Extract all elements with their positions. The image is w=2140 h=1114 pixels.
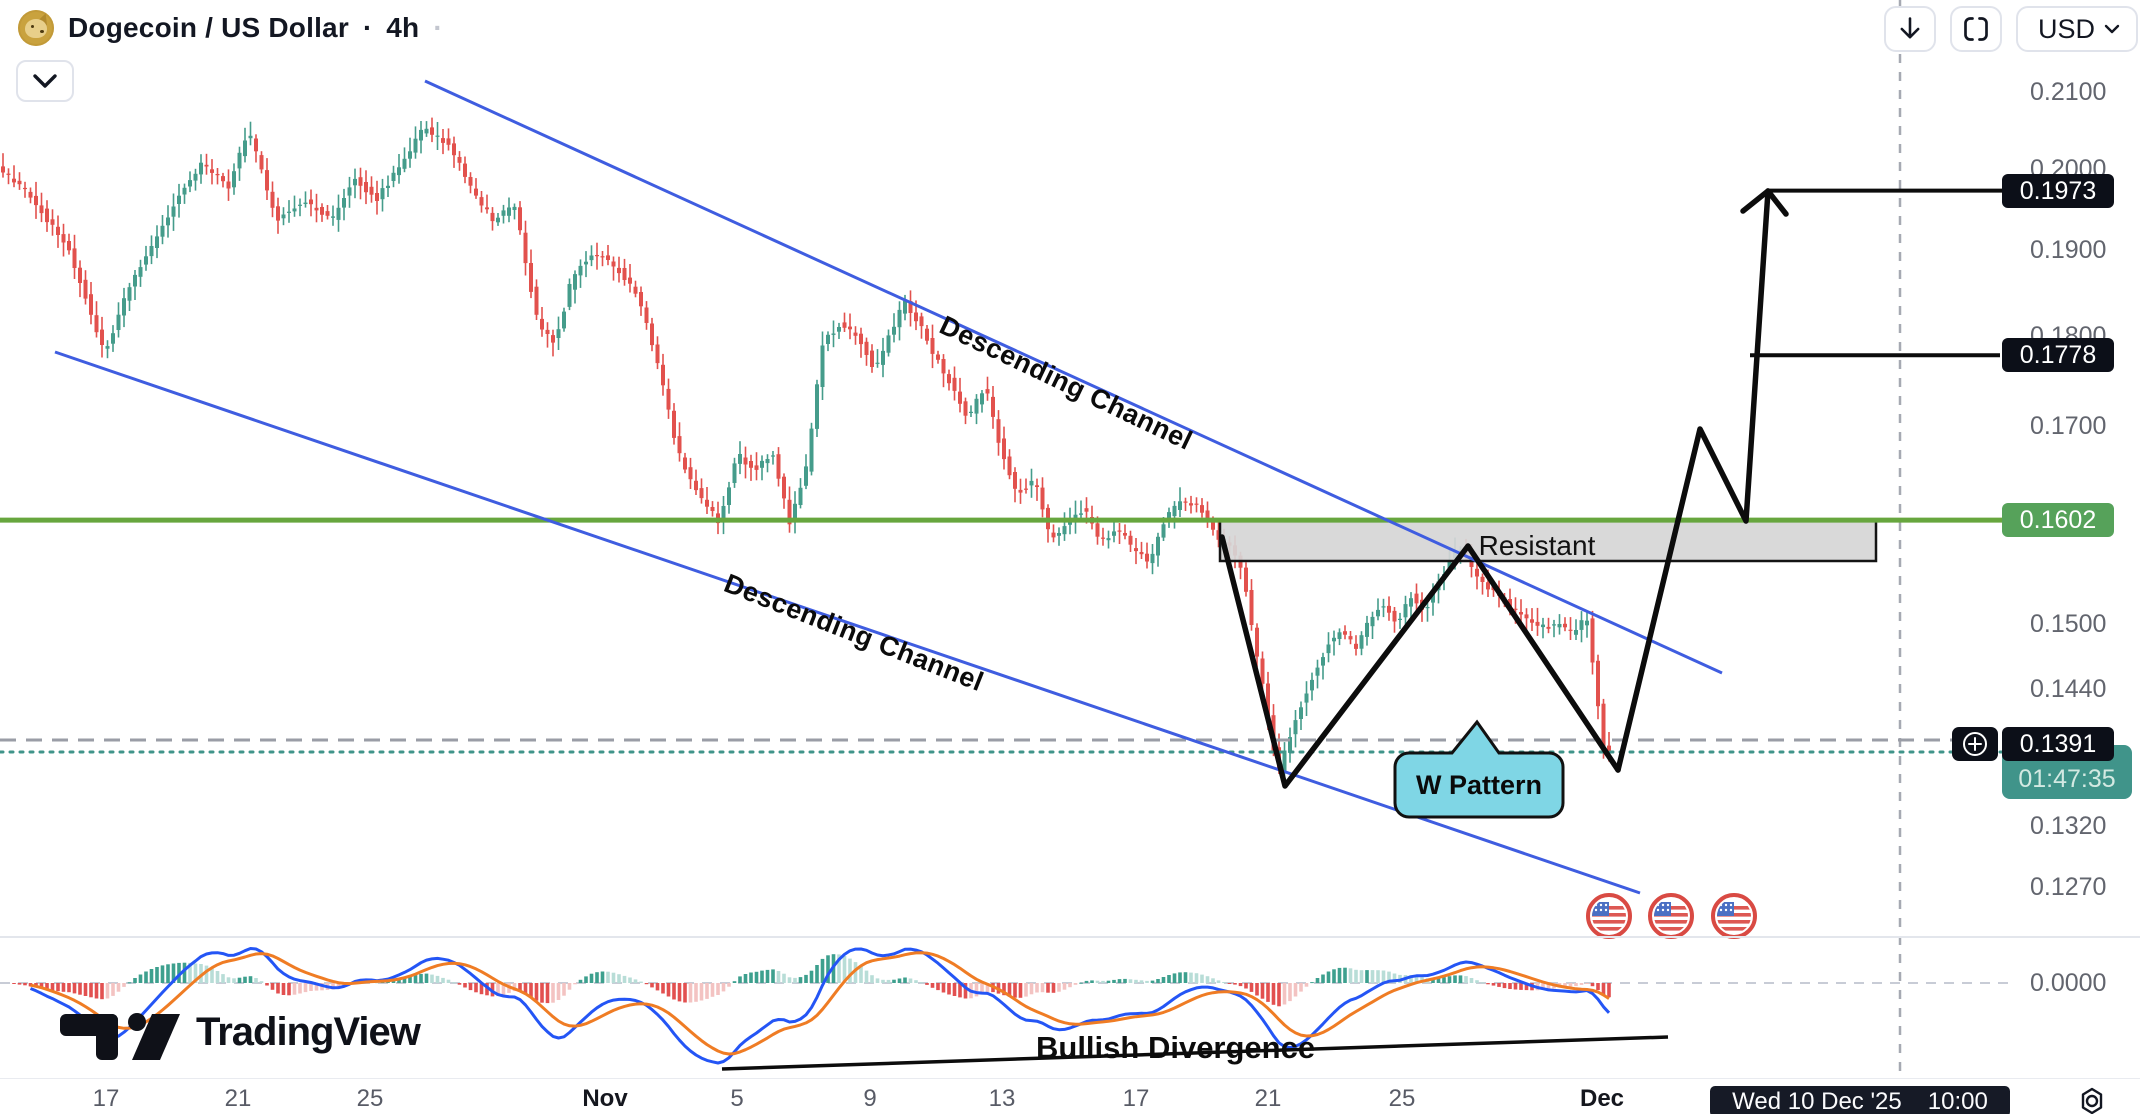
currency-dropdown[interactable]: USD (2016, 6, 2138, 52)
us-flag-event-icon (1711, 893, 1757, 939)
header-separator: · (362, 12, 373, 43)
price-tick: 0.1320 (2030, 812, 2107, 841)
download-button[interactable] (1884, 6, 1936, 52)
add-order-plus-button[interactable] (1952, 727, 1998, 761)
price-tick: 0.1700 (2030, 412, 2107, 441)
time-axis-label: 17 (1122, 1085, 1150, 1112)
time-axis-label: 9 (863, 1085, 877, 1112)
fullscreen-button[interactable] (1950, 6, 2002, 52)
time-axis-label: 25 (356, 1085, 384, 1112)
bullish-divergence-label[interactable]: Bullish Divergence (1036, 1030, 1316, 1065)
time-axis-label: 5 (730, 1085, 744, 1112)
resistant-zone-label[interactable]: Resistant (1478, 530, 1596, 561)
macd-line (29, 947, 1611, 1065)
w-pattern-bubble (1393, 719, 1565, 819)
chevron-down-icon (2104, 24, 2120, 33)
time-axis-label: 21 (1254, 1085, 1282, 1112)
candles (1, 117, 1611, 781)
timestamp-badge: Wed 10 Dec '25 10:00 (1710, 1086, 2010, 1114)
price-tick: 0.2100 (2030, 78, 2107, 106)
price-tick: 0.1270 (2030, 873, 2107, 902)
w-pattern-line (1219, 534, 1621, 789)
header-more-dot[interactable]: · (433, 12, 443, 43)
time-axis-label: 25 (1388, 1085, 1416, 1112)
target-price-badge-mid: 0.1778 (2002, 338, 2114, 372)
indicator-zero-tick: 0.0000 (2030, 969, 2107, 997)
time-axis-label: 17 (92, 1085, 120, 1112)
us-flag-event-icon (1648, 893, 1694, 939)
timestamp-date: Wed 10 Dec '25 (1732, 1087, 1902, 1114)
last-price-badge: 0.1391 (2002, 727, 2114, 761)
resistance-price-badge: 0.1602 (2002, 503, 2114, 537)
macd-histogram (12, 954, 1611, 1007)
chevron-down-icon (33, 74, 57, 88)
time-axis-label: 21 (224, 1085, 252, 1112)
target-price-badge-upper: 0.1973 (2002, 174, 2114, 208)
interval-label[interactable]: 4h (386, 12, 420, 43)
time-axis-label: Nov (582, 1085, 628, 1112)
time-axis-label: Dec (1579, 1085, 1625, 1112)
download-arrow-icon (1900, 17, 1920, 39)
dogecoin-logo-icon (18, 10, 54, 46)
channel-line-upper (424, 79, 1723, 675)
tradingview-brand-text: TradingView (196, 1010, 421, 1054)
price-tick: 0.1900 (2030, 236, 2107, 265)
tradingview-logo-icon (60, 1013, 180, 1060)
w-pattern-callout-label[interactable]: W Pattern (1415, 770, 1542, 800)
plus-circle-icon (1963, 732, 1987, 756)
price-tick: 0.1500 (2030, 610, 2107, 639)
projection-line (1615, 188, 1771, 773)
fullscreen-frame-icon (1964, 17, 1988, 41)
currency-value: USD (2038, 13, 2096, 44)
channel-line-lower (54, 350, 1641, 895)
time-axis[interactable]: 17 21 25 Nov 5 9 13 17 21 25 Dec Wed 10 Dec '25 10… (0, 1078, 2140, 1114)
timestamp-time: 10:00 (1927, 1087, 1988, 1114)
time-axis-label: 13 (988, 1085, 1016, 1112)
price-tick: 0.1440 (2030, 674, 2107, 703)
symbol-title[interactable]: Dogecoin / US Dollar (68, 12, 349, 43)
collapse-pane-button[interactable] (16, 60, 74, 102)
tradingview-watermark: TradingView (58, 1008, 421, 1060)
time-axis-settings-button[interactable] (2074, 1083, 2110, 1114)
symbol-header[interactable]: Dogecoin / US Dollar · 4h · (18, 10, 443, 46)
gear-icon (2081, 1087, 2103, 1114)
divergence-trendline (721, 1035, 1669, 1071)
macd-signal-line (30, 951, 1610, 1056)
us-flag-event-icon (1586, 893, 1632, 939)
top-right-toolbar: USD (1884, 6, 2140, 52)
